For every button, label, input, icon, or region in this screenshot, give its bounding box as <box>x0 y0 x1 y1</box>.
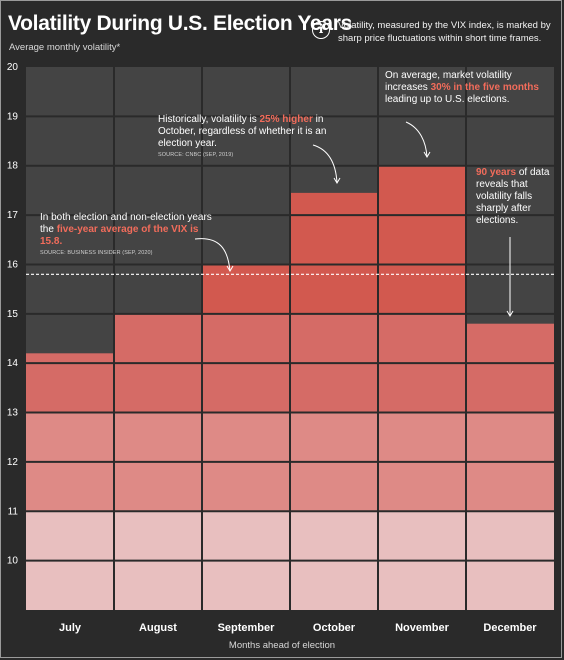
annotation-arrow <box>405 121 428 158</box>
bar-segment <box>114 412 202 462</box>
annotation-text: of data reveals that volatility falls sh… <box>476 167 550 226</box>
bar-segment <box>466 511 554 561</box>
annotation-text: in October, regardless of whether it is … <box>158 114 327 149</box>
bar-segment <box>378 363 466 413</box>
y-tick-label: 19 <box>7 111 19 122</box>
bar-segment <box>202 264 290 314</box>
bar-segment <box>202 363 290 413</box>
bar-segment <box>378 313 466 364</box>
bar-segment <box>290 215 378 265</box>
bar-segment <box>378 165 466 216</box>
annotation-five-year-average: In both election and non-election years … <box>40 212 215 257</box>
bar-segment <box>290 363 378 413</box>
y-tick-label: 16 <box>7 259 19 270</box>
bar-segment <box>378 264 466 314</box>
bar-segment <box>26 560 114 610</box>
bar-segment <box>202 461 290 512</box>
info-note: Volatility, measured by the VIX index, i… <box>338 20 551 44</box>
bar-segment <box>26 511 114 561</box>
y-tick-label: 10 <box>7 556 19 567</box>
chart-title: Volatility During U.S. Election Years <box>8 12 353 35</box>
bar-segment <box>26 363 114 413</box>
annotation-highlight: 90 years <box>476 167 517 178</box>
bar-segment <box>378 412 466 462</box>
x-tick-label: July <box>59 622 82 634</box>
annotation-highlight: 30% in the five months <box>430 82 539 93</box>
x-tick-label: October <box>313 622 356 634</box>
bar-segment <box>26 461 114 512</box>
bar-segment <box>466 560 554 610</box>
y-tick-label: 14 <box>7 358 19 369</box>
bar-segment <box>114 461 202 512</box>
arrowhead <box>423 151 431 158</box>
x-tick-label: December <box>483 622 537 634</box>
bar-segment <box>466 461 554 512</box>
bar-segment <box>378 560 466 610</box>
annotation-text: Historically, volatility is <box>158 114 260 125</box>
arrowhead <box>226 265 234 272</box>
annotation-five-months: On average, market volatility increases … <box>385 70 545 106</box>
arrowhead <box>333 177 341 184</box>
bar-segment <box>290 461 378 512</box>
info-icon: i <box>312 21 330 39</box>
y-tick-label: 13 <box>7 408 19 419</box>
bar-segment <box>466 323 554 364</box>
annotation-arrow <box>194 238 231 272</box>
annotation-october: Historically, volatility is 25% higher i… <box>158 114 336 159</box>
y-tick-label: 11 <box>8 506 19 517</box>
bar-segment <box>114 560 202 610</box>
annotation-text: In both election and non-election years … <box>40 212 212 235</box>
bar-segment <box>26 353 114 364</box>
bar-segment <box>290 560 378 610</box>
bar-segment <box>378 215 466 265</box>
bar-segment <box>290 511 378 561</box>
bar-segment <box>378 511 466 561</box>
x-tick-label: September <box>218 622 276 634</box>
y-tick-label: 15 <box>7 309 19 320</box>
bar-segment <box>114 313 202 364</box>
annotation-source: SOURCE: BUSINESS INSIDER (SEP, 2020) <box>40 250 153 256</box>
y-tick-label: 17 <box>7 210 19 221</box>
bar-segment <box>290 313 378 364</box>
x-axis-title: Months ahead of election <box>228 640 336 651</box>
bar-segment <box>290 264 378 314</box>
annotation-after-elections: 90 years of data reveals that volatility… <box>476 167 554 227</box>
y-tick-label: 12 <box>7 457 19 468</box>
bar-segment <box>202 560 290 610</box>
bar-segment <box>466 363 554 413</box>
annotation-highlight: five-year average of the VIX is 15.8. <box>40 224 199 247</box>
y-tick-label: 20 <box>7 62 19 73</box>
annotation-text: On average, market volatility increases <box>385 70 512 93</box>
bar-segment <box>202 412 290 462</box>
bar-segment <box>26 412 114 462</box>
bar-segment <box>290 192 378 216</box>
bar-segment <box>378 461 466 512</box>
arrowhead <box>506 310 514 317</box>
y-tick-label: 18 <box>7 161 19 172</box>
x-tick-label: August <box>139 622 177 634</box>
annotation-source: SOURCE: CNBC (SEP, 2019) <box>158 152 234 158</box>
bar-segment <box>114 363 202 413</box>
bar-segment <box>290 412 378 462</box>
x-tick-label: November <box>395 622 450 634</box>
bar-segment <box>202 511 290 561</box>
bar-segment <box>466 412 554 462</box>
chart-subtitle: Average monthly volatility* <box>9 42 121 53</box>
annotation-arrow <box>312 144 338 184</box>
bar-segment <box>114 511 202 561</box>
annotation-highlight: 25% higher <box>259 114 313 125</box>
annotation-text: leading up to U.S. elections. <box>385 94 510 105</box>
bar-segment <box>202 313 290 364</box>
